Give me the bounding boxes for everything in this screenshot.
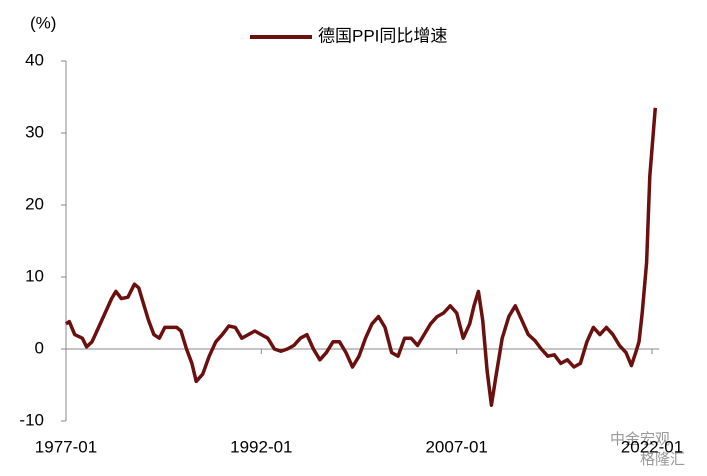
y-tick-label: 30 [25, 122, 44, 141]
y-tick-label: 20 [25, 194, 44, 213]
y-tick-label: -10 [19, 410, 44, 429]
watermark: 格隆汇 [640, 451, 685, 468]
y-axis-label: (%) [30, 13, 56, 32]
y-tick-label: 40 [25, 50, 44, 69]
x-tick-label: 1992-01 [230, 437, 292, 456]
x-tick-label: 1977-01 [35, 437, 97, 456]
x-tick-label: 2022-01 [621, 437, 683, 456]
data-line [65, 107, 658, 407]
watermark: 中金宏观 [610, 431, 670, 448]
y-tick-label: 0 [35, 338, 44, 357]
x-tick-label: 2007-01 [425, 437, 487, 456]
legend-label: 德国PPI同比增速 [318, 26, 447, 45]
y-tick-label: 10 [25, 266, 44, 285]
